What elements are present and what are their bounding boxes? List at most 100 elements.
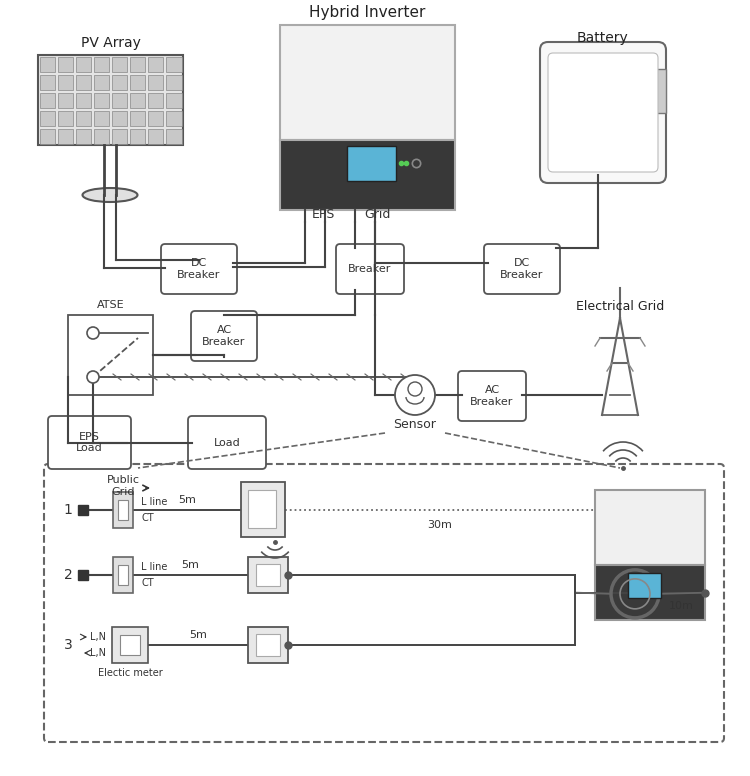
Bar xyxy=(112,74,127,89)
Text: Electrical Grid: Electrical Grid xyxy=(576,300,664,313)
Bar xyxy=(58,57,73,71)
Text: Load: Load xyxy=(214,438,240,448)
Text: CT: CT xyxy=(141,513,154,523)
Bar xyxy=(112,92,127,108)
Bar xyxy=(148,57,164,71)
Bar xyxy=(166,57,182,71)
Text: Public
Grid: Public Grid xyxy=(106,475,140,497)
Circle shape xyxy=(395,375,435,415)
FancyBboxPatch shape xyxy=(48,416,131,469)
Bar xyxy=(94,92,109,108)
Text: Hybrid Inverter: Hybrid Inverter xyxy=(309,5,426,20)
Text: L,N: L,N xyxy=(90,648,106,658)
Bar xyxy=(256,564,280,586)
Bar xyxy=(166,74,182,89)
Text: AC
Breaker: AC Breaker xyxy=(470,385,514,407)
Text: Breaker: Breaker xyxy=(348,264,392,274)
Bar xyxy=(112,627,148,663)
Text: PV Array: PV Array xyxy=(80,36,140,50)
FancyBboxPatch shape xyxy=(484,244,560,294)
Text: 1: 1 xyxy=(64,503,73,517)
Circle shape xyxy=(87,371,99,383)
Text: 5m: 5m xyxy=(182,560,200,570)
Text: 5m: 5m xyxy=(178,495,196,505)
Text: Grid: Grid xyxy=(364,209,390,221)
Bar xyxy=(76,110,91,126)
FancyBboxPatch shape xyxy=(458,371,526,421)
Bar xyxy=(148,129,164,144)
Bar xyxy=(76,74,91,89)
Bar xyxy=(40,92,55,108)
FancyBboxPatch shape xyxy=(188,416,266,469)
Bar xyxy=(40,74,55,89)
Bar xyxy=(248,557,288,593)
Bar xyxy=(130,57,146,71)
Bar xyxy=(248,490,276,528)
Text: 10m: 10m xyxy=(668,601,694,611)
Text: EPS: EPS xyxy=(311,209,334,221)
Bar xyxy=(76,92,91,108)
Bar xyxy=(148,92,164,108)
Bar xyxy=(248,627,288,663)
Bar xyxy=(40,129,55,144)
Bar xyxy=(68,315,153,395)
Bar xyxy=(166,129,182,144)
Bar xyxy=(130,129,146,144)
Bar xyxy=(118,500,128,520)
Text: EPS
Load: EPS Load xyxy=(76,431,103,453)
Bar xyxy=(94,57,109,71)
Bar xyxy=(76,129,91,144)
Bar xyxy=(58,74,73,89)
Text: 3: 3 xyxy=(64,638,72,652)
Bar xyxy=(130,74,146,89)
Text: CT: CT xyxy=(141,578,154,588)
Bar xyxy=(112,110,127,126)
FancyBboxPatch shape xyxy=(548,53,658,172)
Bar xyxy=(256,634,280,656)
Bar xyxy=(38,55,183,145)
Bar xyxy=(113,557,133,593)
Bar xyxy=(130,92,146,108)
Text: AC
Breaker: AC Breaker xyxy=(202,325,246,347)
Bar xyxy=(628,573,661,598)
Bar xyxy=(94,74,109,89)
Bar xyxy=(94,110,109,126)
Bar xyxy=(280,140,455,210)
Bar xyxy=(148,110,164,126)
Text: L line: L line xyxy=(141,497,167,507)
Text: 30m: 30m xyxy=(427,520,452,530)
FancyBboxPatch shape xyxy=(336,244,404,294)
Bar xyxy=(113,492,133,528)
Bar xyxy=(166,110,182,126)
Bar xyxy=(346,146,395,181)
Bar xyxy=(595,566,705,620)
Bar xyxy=(241,482,285,537)
Bar xyxy=(58,110,73,126)
Circle shape xyxy=(408,382,422,396)
Ellipse shape xyxy=(82,188,137,202)
FancyBboxPatch shape xyxy=(540,42,666,183)
Bar xyxy=(148,74,164,89)
Text: Sensor: Sensor xyxy=(394,418,436,431)
FancyBboxPatch shape xyxy=(191,311,257,361)
Bar xyxy=(656,69,666,113)
Bar xyxy=(112,57,127,71)
Text: 5m: 5m xyxy=(189,630,207,640)
Bar xyxy=(280,25,455,140)
Text: DC
Breaker: DC Breaker xyxy=(500,258,544,280)
Bar xyxy=(166,92,182,108)
Bar xyxy=(595,490,705,566)
Text: Battery: Battery xyxy=(578,31,628,45)
Circle shape xyxy=(87,327,99,339)
Bar xyxy=(58,92,73,108)
FancyBboxPatch shape xyxy=(161,244,237,294)
FancyBboxPatch shape xyxy=(44,464,724,742)
Bar xyxy=(94,129,109,144)
Bar xyxy=(120,635,140,655)
Bar xyxy=(76,57,91,71)
Text: DC
Breaker: DC Breaker xyxy=(177,258,220,280)
Bar xyxy=(40,57,55,71)
Bar xyxy=(58,129,73,144)
Text: ATSE: ATSE xyxy=(97,300,124,310)
Bar xyxy=(40,110,55,126)
